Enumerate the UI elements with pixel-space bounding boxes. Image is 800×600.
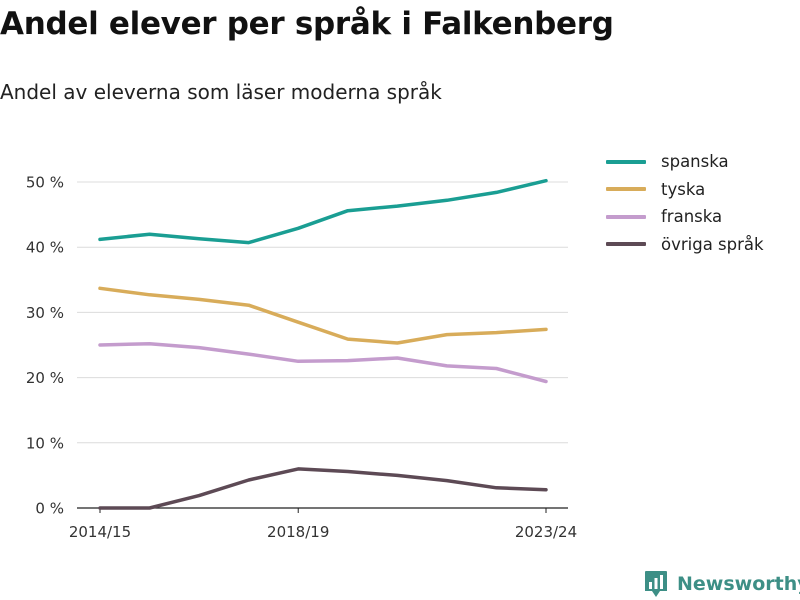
series-line-övriga-språk <box>98 467 548 510</box>
legend-swatch <box>606 214 646 219</box>
legend-label: spanska <box>661 152 729 172</box>
y-tick-label: 0 % <box>35 500 64 518</box>
legend-swatch <box>606 159 646 164</box>
legend-label: franska <box>661 207 723 227</box>
x-tick-label: 2023/24 <box>515 523 577 541</box>
newsworthy-logo-icon <box>645 571 667 597</box>
y-tick-label: 10 % <box>26 434 64 452</box>
x-tick-label: 2018/19 <box>267 523 329 541</box>
y-tick-label: 20 % <box>26 369 64 387</box>
legend-item: övriga språk <box>606 231 764 259</box>
chart-subtitle: Andel av eleverna som läser moderna språ… <box>0 80 442 104</box>
line-chart: 0 % 10 % 20 % 30 % 40 % 50 % 2014/15 2018/19 202… <box>26 174 577 542</box>
y-tick-label: 40 % <box>26 239 64 257</box>
brand-logo: Newsworthy <box>644 570 800 598</box>
legend-label: tyska <box>661 179 706 199</box>
legend-item: spanska <box>606 148 764 176</box>
chart-legend: spanska tyska franska övriga språk <box>606 148 764 258</box>
y-tick-label: 30 % <box>26 304 64 322</box>
legend-swatch <box>606 187 646 192</box>
chart-title: Andel elever per språk i Falkenberg <box>0 6 614 42</box>
series-line-franska <box>98 341 548 384</box>
legend-item: tyska <box>606 176 764 204</box>
series-line-tyska <box>98 286 548 345</box>
legend-swatch <box>606 242 646 247</box>
series-line-spanska <box>98 178 548 245</box>
legend-label: övriga språk <box>661 234 764 254</box>
legend-item: franska <box>606 203 764 231</box>
brand-name: Newsworthy <box>677 573 800 595</box>
x-tick-label: 2014/15 <box>69 523 131 541</box>
y-tick-label: 50 % <box>26 174 64 192</box>
